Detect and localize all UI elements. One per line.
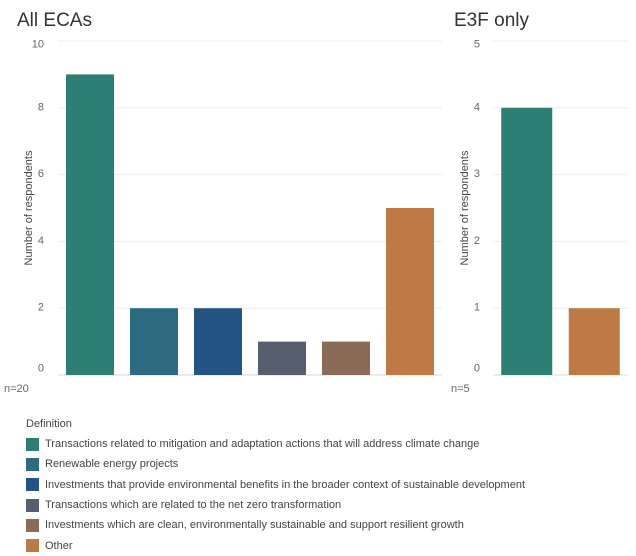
legend-swatch (26, 539, 39, 553)
y-axis-label: Number of respondents (23, 150, 35, 265)
legend-label: Investments that provide environmental b… (45, 478, 526, 491)
y-tick-label: 4 (474, 101, 480, 113)
bar (130, 308, 178, 375)
y-tick-label: 8 (38, 101, 44, 113)
bar (258, 341, 306, 375)
sample-size-note: n=20 (4, 383, 29, 395)
legend-item: Investments that provide environmental b… (26, 475, 626, 495)
bar (194, 308, 242, 375)
y-tick-label: 2 (474, 235, 480, 247)
legend-item: Transactions related to mitigation and a… (26, 434, 626, 454)
y-axis-label: Number of respondents (459, 150, 471, 265)
y-tick-label: 4 (38, 235, 44, 247)
legend-item: Renewable energy projects (26, 454, 626, 474)
legend-swatch (26, 457, 39, 471)
y-tick-label: 0 (38, 363, 44, 375)
panel-title: All ECAs (17, 10, 92, 31)
y-tick-label: 3 (474, 168, 480, 180)
legend-label: Transactions which are related to the ne… (45, 499, 342, 512)
y-tick-label: 2 (38, 302, 44, 314)
legend-title: Definition (26, 418, 72, 430)
legend-swatch (26, 478, 39, 492)
y-tick-label: 6 (38, 168, 44, 180)
panel-e3f-only: E3F only Number of respondents n=5 0 1 2 3 4… (451, 10, 628, 395)
chart: All ECAs Number of respondents n=20 0 2 4 6… (4, 10, 628, 395)
legend-label: Other (45, 539, 73, 552)
bar (386, 208, 434, 375)
legend-label: Transactions related to mitigation and a… (45, 438, 480, 451)
bar (568, 308, 620, 375)
legend-item: Other (26, 535, 626, 555)
y-tick-label: 5 (474, 39, 480, 51)
bar (66, 74, 114, 376)
panel-title: E3F only (454, 10, 529, 31)
legend-item: Transactions which are related to the ne… (26, 495, 626, 515)
legend-swatch (26, 437, 39, 451)
y-tick-label: 1 (474, 302, 480, 314)
legend: Definition Transactions related to mitig… (26, 418, 626, 556)
y-tick-label: 0 (474, 363, 480, 375)
bar (501, 107, 553, 376)
sample-size-note: n=5 (451, 383, 470, 395)
legend-label: Renewable energy projects (45, 458, 179, 471)
legend-swatch (26, 518, 39, 532)
legend-item: Investments which are clean, environment… (26, 515, 626, 535)
y-tick-label: 10 (32, 39, 44, 51)
legend-swatch (26, 498, 39, 512)
panel-all-ecas: All ECAs Number of respondents n=20 0 2 4 6… (4, 10, 442, 395)
legend-label: Investments which are clean, environment… (45, 519, 464, 532)
bar (322, 341, 370, 375)
